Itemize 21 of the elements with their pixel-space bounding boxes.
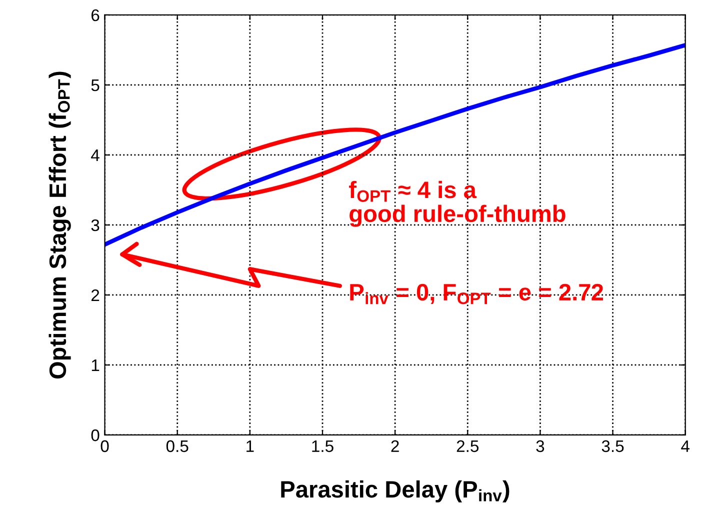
x-tick-label: 1.5 — [312, 440, 334, 452]
x-tick-label: 3.5 — [602, 440, 624, 452]
y-tick-label: 3 — [91, 219, 100, 232]
x-axis-title: Parasitic Delay (P$_{inv}$) — [281, 480, 510, 502]
annotation: f$_{OPT}$ ≈ 4 is a good rule-of-thumb — [349, 180, 566, 227]
y-tick-label: 4 — [91, 150, 100, 162]
y-axis-title: Optimum Stage Effort (f$_{OPT}$) — [48, 72, 71, 379]
x-tick-label: 4 — [681, 440, 690, 452]
y-tick-label: 5 — [91, 80, 100, 92]
y-tick-label: 1 — [92, 360, 100, 372]
line-series — [104, 42, 686, 247]
y-tick-label: 0 — [91, 429, 100, 442]
x-tick-label: 2.5 — [456, 440, 479, 452]
y-tick-label: 6 — [92, 9, 100, 22]
annotation: P$_{inv}$ = 0, F$_{OPT}$ = e = 2.72 — [350, 284, 604, 304]
x-tick-label: 2 — [391, 440, 399, 452]
x-tick-label: 0 — [100, 440, 109, 452]
x-tick-label: 0.5 — [166, 440, 188, 452]
y-tick-label: 2 — [91, 289, 100, 302]
x-tick-label: 3 — [536, 440, 544, 452]
x-tick-label: 1 — [246, 440, 254, 452]
